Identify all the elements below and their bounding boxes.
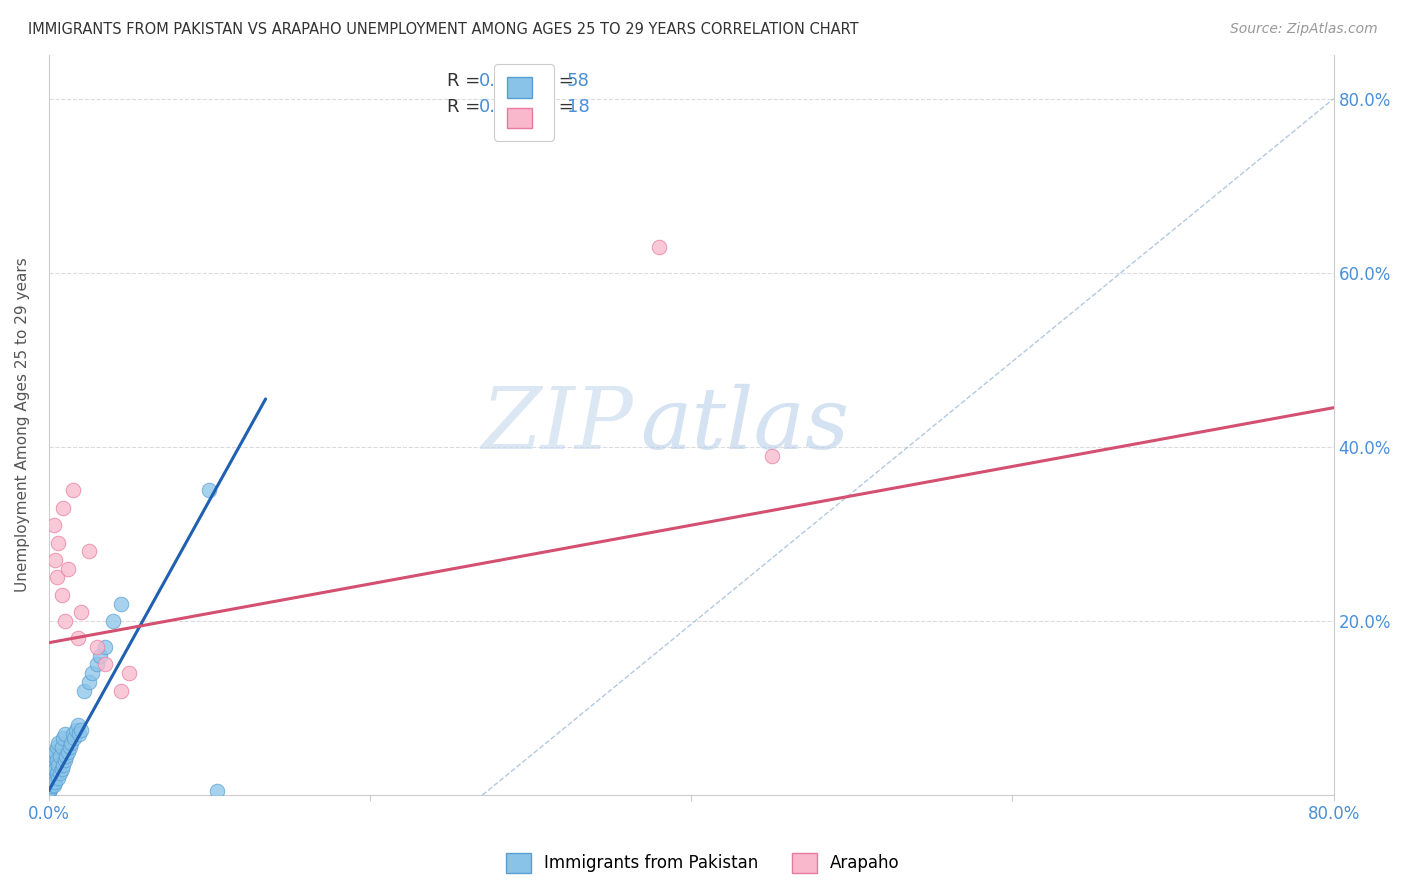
Text: 0.651: 0.651: [479, 98, 530, 116]
Point: [110, 683, 132, 698]
Point: [53, 614, 76, 628]
Point: [42, 748, 65, 763]
Point: [110, 597, 132, 611]
Point: [86, 640, 108, 654]
Point: [77, 544, 100, 558]
Legend: , : ,: [495, 64, 554, 141]
Point: [41, 780, 63, 794]
Point: [56, 562, 79, 576]
Point: [48, 535, 70, 549]
Point: [52, 500, 75, 515]
Point: [82, 666, 104, 681]
Legend: Immigrants from Pakistan, Arapaho: Immigrants from Pakistan, Arapaho: [499, 847, 907, 880]
Point: [41, 775, 63, 789]
Point: [41, 753, 63, 767]
Point: [94, 640, 117, 654]
Point: [41, 757, 63, 772]
Point: [55, 748, 77, 763]
Point: [65, 723, 87, 737]
Point: [39, 762, 62, 776]
Point: [48, 771, 70, 785]
Text: N =: N =: [529, 72, 579, 90]
Text: 18: 18: [567, 98, 589, 116]
Text: N =: N =: [529, 98, 579, 116]
Text: 58: 58: [567, 72, 589, 90]
Point: [52, 731, 75, 746]
Point: [45, 753, 67, 767]
Point: [63, 731, 86, 746]
Point: [761, 449, 783, 463]
Point: [38, 781, 60, 796]
Point: [60, 736, 83, 750]
Point: [198, 483, 221, 498]
Point: [101, 614, 124, 628]
Point: [51, 588, 73, 602]
Point: [89, 648, 111, 663]
Point: [48, 757, 70, 772]
Point: [42, 764, 65, 778]
Point: [39, 772, 62, 787]
Point: [118, 666, 141, 681]
Point: [44, 771, 66, 785]
Point: [39, 778, 62, 792]
Point: [66, 632, 89, 646]
Point: [51, 740, 73, 755]
Point: [94, 657, 117, 672]
Point: [62, 727, 84, 741]
Point: [38, 780, 60, 794]
Point: [42, 772, 65, 787]
Text: R =: R =: [447, 72, 486, 90]
Point: [41, 769, 63, 783]
Point: [42, 778, 65, 792]
Point: [86, 657, 108, 672]
Point: [38, 775, 60, 789]
Point: [70, 605, 93, 619]
Point: [70, 723, 93, 737]
Text: atlas: atlas: [640, 384, 849, 467]
Point: [49, 766, 72, 780]
Point: [39, 771, 62, 785]
Point: [207, 783, 229, 797]
Point: [44, 762, 66, 776]
Point: [48, 736, 70, 750]
Text: ZIP: ZIP: [481, 384, 633, 467]
Point: [77, 674, 100, 689]
Point: [39, 781, 62, 796]
Text: 0.656: 0.656: [479, 72, 530, 90]
Point: [52, 757, 75, 772]
Point: [59, 740, 82, 755]
Point: [67, 727, 90, 741]
Point: [42, 518, 65, 533]
Point: [44, 553, 66, 567]
Point: [39, 766, 62, 780]
Point: [45, 766, 67, 780]
Point: [66, 718, 89, 732]
Point: [53, 727, 76, 741]
Point: [648, 240, 671, 254]
Point: [53, 753, 76, 767]
Text: IMMIGRANTS FROM PAKISTAN VS ARAPAHO UNEMPLOYMENT AMONG AGES 25 TO 29 YEARS CORRE: IMMIGRANTS FROM PAKISTAN VS ARAPAHO UNEM…: [28, 22, 859, 37]
Text: Source: ZipAtlas.com: Source: ZipAtlas.com: [1230, 22, 1378, 37]
Point: [49, 748, 72, 763]
Point: [38, 785, 60, 799]
Point: [62, 483, 84, 498]
Y-axis label: Unemployment Among Ages 25 to 29 years: Unemployment Among Ages 25 to 29 years: [15, 258, 30, 592]
Point: [51, 762, 73, 776]
Point: [45, 570, 67, 584]
Point: [38, 783, 60, 797]
Point: [45, 740, 67, 755]
Point: [44, 775, 66, 789]
Text: R =: R =: [447, 98, 486, 116]
Point: [56, 745, 79, 759]
Point: [73, 683, 96, 698]
Point: [44, 745, 66, 759]
